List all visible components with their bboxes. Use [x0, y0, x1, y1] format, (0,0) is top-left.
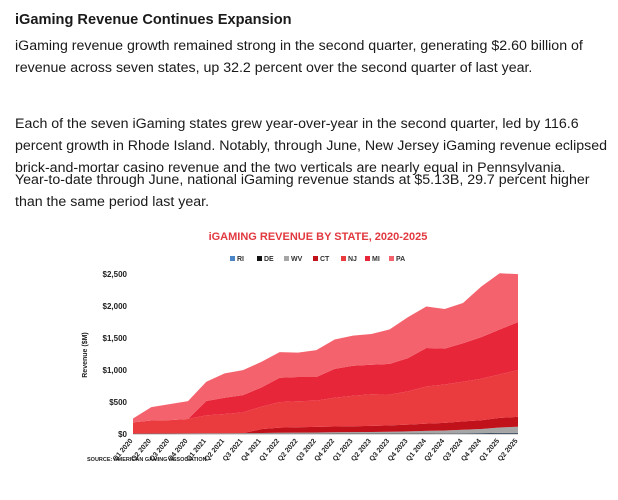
y-axis: $0 $500 $1,000 $1,500 $2,000 $2,500 — [103, 270, 518, 439]
chart-title: iGAMING REVENUE BY STATE, 2020-2025 — [209, 231, 428, 243]
legend-swatch-wv — [284, 256, 289, 261]
legend-swatch-nj — [341, 256, 346, 261]
area-series-wv — [133, 426, 518, 434]
chart-source: SOURCE: AMERICAN GAMING ASSOCIATION — [87, 457, 207, 463]
revenue-chart: iGAMING REVENUE BY STATE, 2020-2025 RI DE… — [82, 231, 520, 463]
legend-swatch-ri — [230, 256, 235, 261]
y-axis-label: Revenue ($M) — [82, 332, 89, 378]
legend-label-pa: PA — [396, 256, 405, 263]
chart-legend: RI DE WV CT NJ MI PA — [230, 256, 405, 263]
legend-swatch-ct — [313, 256, 318, 261]
article-paragraph: Year-to-date through June, national iGam… — [15, 172, 590, 210]
legend-label-ri: RI — [237, 256, 244, 263]
article-paragraph: Each of the seven iGaming states grew ye… — [15, 116, 607, 176]
article-heading: iGaming Revenue Continues Expansion — [15, 12, 292, 28]
x-tick-label: Q2 2025 — [497, 438, 520, 463]
y-tick-label: $0 — [118, 430, 127, 439]
legend-label-ct: CT — [320, 256, 330, 263]
y-tick-label: $1,000 — [103, 366, 128, 375]
legend-swatch-de — [257, 256, 262, 261]
y-tick-label: $1,500 — [103, 334, 128, 343]
area-series-nj — [133, 370, 518, 434]
y-tick-label: $2,000 — [103, 302, 128, 311]
y-tick-label: $500 — [109, 398, 127, 407]
area-series-ct — [133, 416, 518, 434]
legend-label-wv: WV — [291, 256, 303, 263]
article-paragraph: iGaming revenue growth remained strong i… — [15, 38, 583, 76]
legend-label-nj: NJ — [348, 256, 357, 263]
chart-areas — [133, 273, 518, 434]
legend-label-mi: MI — [372, 256, 380, 263]
area-series-pa — [133, 273, 518, 423]
y-tick-label: $2,500 — [103, 270, 128, 279]
legend-label-de: DE — [264, 256, 274, 263]
area-series-mi — [133, 322, 518, 423]
legend-swatch-mi — [365, 256, 370, 261]
legend-swatch-pa — [389, 256, 394, 261]
